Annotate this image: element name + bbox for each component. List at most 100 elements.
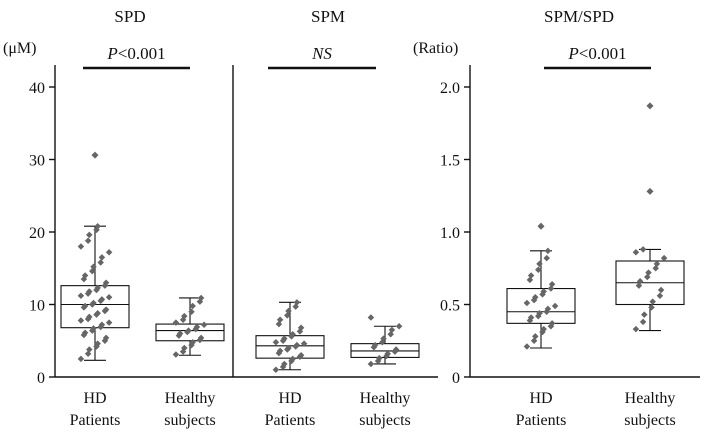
significance-prefix-0: P xyxy=(106,44,117,63)
category-label-0-1-1: subjects xyxy=(164,412,216,429)
data-point-1-0-24 xyxy=(285,307,292,315)
data-point-0-1-10 xyxy=(185,327,192,334)
category-label-1-1-1: subjects xyxy=(359,412,411,429)
data-point-2-1-8 xyxy=(636,278,644,285)
data-point-2-0-22 xyxy=(527,272,535,279)
panel-title-1: SPM xyxy=(311,7,345,26)
category-label-2-1-0: Healthy xyxy=(625,390,676,407)
y-tick-label-2-0: 0 xyxy=(452,370,460,387)
data-point-1-1-13 xyxy=(395,322,403,330)
data-point-1-1-10 xyxy=(380,335,387,342)
data-point-2-0-6 xyxy=(548,320,556,327)
data-point-1-0-8 xyxy=(276,347,284,355)
data-point-0-1-2 xyxy=(181,344,188,352)
y-tick-label-2-2: 1.0 xyxy=(440,225,460,242)
data-point-1-0-2 xyxy=(281,360,288,368)
data-point-1-0-18 xyxy=(289,330,296,338)
outlier-2-1-0 xyxy=(646,187,654,195)
significance-label-0: P<0.001 xyxy=(106,44,165,63)
data-point-2-1-12 xyxy=(653,260,661,268)
data-point-0-0-0 xyxy=(77,355,85,363)
data-point-1-0-0 xyxy=(272,366,280,374)
data-point-0-1-12 xyxy=(193,323,201,331)
category-label-2-0-0: HD xyxy=(529,390,552,407)
data-point-1-1-14 xyxy=(367,314,375,321)
category-label-0-1-0: Healthy xyxy=(165,390,216,407)
data-point-0-0-40 xyxy=(98,254,106,261)
data-point-2-0-13 xyxy=(551,302,559,310)
y-tick-label-0-4: 40 xyxy=(29,80,45,97)
data-point-2-1-2 xyxy=(641,311,648,318)
data-point-1-1-6 xyxy=(392,346,400,353)
unit-label-2: (Ratio) xyxy=(413,40,458,57)
data-point-0-1-13 xyxy=(200,321,208,329)
data-point-1-1-4 xyxy=(384,350,391,358)
data-point-1-1-12 xyxy=(388,326,396,334)
data-point-1-0-10 xyxy=(285,344,292,352)
data-point-2-1-6 xyxy=(657,286,665,294)
data-point-2-0-0 xyxy=(523,343,531,350)
outlier-2-0-0 xyxy=(537,222,545,230)
data-point-1-0-6 xyxy=(297,351,305,359)
data-point-2-0-26 xyxy=(544,247,552,255)
significance-label-2: P<0.001 xyxy=(567,44,626,63)
significance-label-1: NS xyxy=(311,44,332,63)
y-tick-label-0-1: 10 xyxy=(29,298,45,315)
data-point-2-1-13 xyxy=(660,254,668,262)
data-point-0-0-12 xyxy=(98,321,106,329)
data-point-0-1-0 xyxy=(172,351,180,358)
data-point-0-0-41 xyxy=(105,249,113,256)
outlier-2-1-1 xyxy=(646,102,654,110)
data-point-2-1-1 xyxy=(639,318,647,326)
data-point-2-0-24 xyxy=(536,260,543,268)
data-point-2-0-18 xyxy=(540,288,547,295)
data-point-0-0-39 xyxy=(97,259,104,266)
data-point-0-0-10 xyxy=(90,325,97,332)
data-point-0-0-20 xyxy=(102,306,110,313)
data-point-1-0-4 xyxy=(289,355,296,363)
data-point-2-0-16 xyxy=(532,293,539,301)
data-point-0-0-24 xyxy=(90,299,97,307)
box-0-0 xyxy=(60,285,130,329)
y-tick-label-0-2: 20 xyxy=(29,225,45,242)
significance-prefix-2: P xyxy=(567,44,578,63)
data-point-2-1-4 xyxy=(649,298,656,305)
outlier-0-0-0 xyxy=(91,151,99,159)
data-point-2-1-0 xyxy=(632,325,640,333)
data-point-2-0-4 xyxy=(540,325,547,333)
data-point-1-0-16 xyxy=(281,335,288,342)
data-point-2-1-3 xyxy=(648,304,655,311)
data-point-0-1-17 xyxy=(188,308,195,316)
data-point-0-0-44 xyxy=(86,231,93,239)
data-point-0-0-43 xyxy=(84,237,92,244)
data-point-0-0-26 xyxy=(98,296,106,303)
y-tick-label-0-3: 30 xyxy=(29,153,45,170)
data-point-2-1-5 xyxy=(656,292,664,300)
data-point-0-0-28 xyxy=(77,292,85,300)
category-label-2-1-1: subjects xyxy=(624,412,676,429)
significance-suffix-0: <0.001 xyxy=(118,44,166,63)
data-point-2-0-10 xyxy=(536,309,543,317)
unit-label-0: (μM) xyxy=(3,40,36,57)
data-point-0-1-16 xyxy=(181,312,188,320)
data-point-0-0-42 xyxy=(77,243,85,250)
significance-suffix-2: <0.001 xyxy=(579,44,627,63)
data-point-0-1-4 xyxy=(189,338,196,346)
y-tick-label-2-1: 0.5 xyxy=(440,298,460,315)
data-point-2-0-23 xyxy=(535,266,542,273)
data-point-2-1-14 xyxy=(632,249,640,256)
data-point-2-0-25 xyxy=(543,254,550,262)
category-label-2-0-1: Patients xyxy=(516,412,567,429)
data-point-0-1-18 xyxy=(189,302,196,310)
data-point-2-1-15 xyxy=(639,246,647,253)
category-label-0-0-1: Patients xyxy=(70,412,121,429)
y-tick-label-2-3: 1.5 xyxy=(440,153,460,170)
data-point-2-1-10 xyxy=(645,269,652,276)
data-point-2-0-8 xyxy=(527,314,535,321)
data-point-1-1-0 xyxy=(367,360,375,368)
data-point-1-0-14 xyxy=(272,338,280,346)
data-point-1-0-26 xyxy=(293,299,301,306)
panel-title-2: SPM/SPD xyxy=(544,7,614,26)
panel-title-0: SPD xyxy=(114,7,145,26)
